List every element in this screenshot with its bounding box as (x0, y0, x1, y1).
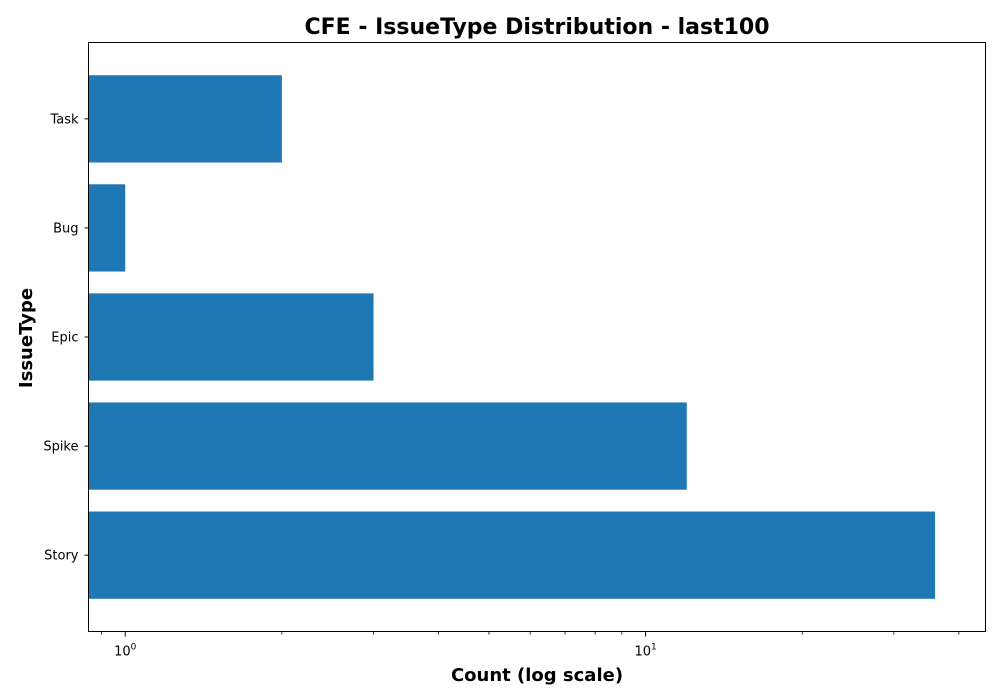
x-axis-ticks: 100 101 (101, 631, 960, 660)
y-tick-label-spike: Spike (43, 440, 78, 455)
y-axis-ticks: Story Spike Epic Bug Task (43, 112, 89, 564)
bar-task (88, 75, 282, 163)
x-axis-label: Count (log scale) (451, 665, 623, 686)
chart-title: CFE - IssueType Distribution - last100 (304, 15, 769, 40)
y-tick-label-bug: Bug (53, 221, 78, 236)
y-tick-label-story: Story (44, 549, 79, 564)
y-tick-label-task: Task (49, 112, 79, 127)
y-axis-label: IssueType (16, 288, 37, 388)
plot-frame (88, 42, 986, 632)
bar-story (88, 511, 936, 599)
bar-spike (88, 402, 687, 490)
x-tick-label-1: 100 (114, 643, 137, 660)
x-tick-label-10: 101 (634, 643, 656, 660)
bar-epic (88, 293, 374, 381)
bars (88, 75, 936, 599)
y-tick-label-epic: Epic (51, 331, 78, 346)
bar-bug (88, 184, 126, 272)
